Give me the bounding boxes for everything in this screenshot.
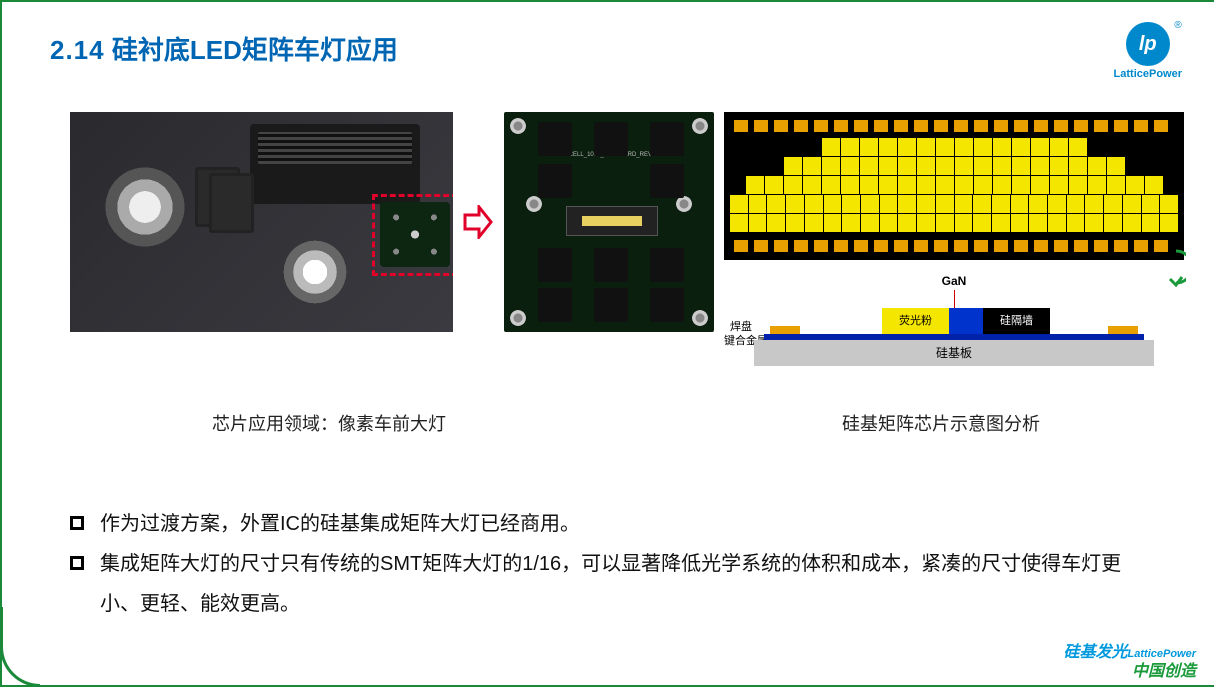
- list-item: 集成矩阵大灯的尺寸只有传统的SMT矩阵大灯的1/16，可以显著降低光学系统的体积…: [70, 544, 1154, 624]
- footer-cn: 硅基发光: [1064, 644, 1128, 661]
- caption-left: 芯片应用领域：像素车前大灯: [212, 410, 446, 436]
- solder-pad-shape: [1108, 326, 1138, 334]
- arrow-icon: [463, 112, 494, 332]
- list-item: 作为过渡方案，外置IC的硅基集成矩阵大灯已经商用。: [70, 504, 1154, 544]
- headlamp-exploded-photo: [70, 112, 453, 332]
- mounting-hole: [692, 118, 708, 134]
- highlight-dash-box: [372, 194, 453, 276]
- title-number: 2.14: [50, 35, 105, 65]
- matrix-pixel-grid: [730, 138, 1178, 232]
- ic-chip: [650, 164, 684, 198]
- ic-chip: [594, 288, 628, 322]
- lens-shape: [260, 232, 370, 312]
- matrix-top-pads: [730, 120, 1178, 132]
- bullet-text: 集成矩阵大灯的尺寸只有传统的SMT矩阵大灯的1/16，可以显著降低光学系统的体积…: [100, 544, 1154, 624]
- border-curve: [0, 607, 40, 687]
- diagram-column: GaN 焊盘 荧光粉 硅隔墙 键合金属 硅基板: [724, 112, 1184, 372]
- bullet-list: 作为过渡方案，外置IC的硅基集成矩阵大灯已经商用。 集成矩阵大灯的尺寸只有传统的…: [70, 504, 1154, 624]
- phosphor-layer: 荧光粉: [882, 308, 949, 334]
- bullet-square-icon: [70, 516, 84, 530]
- layer-stack: 荧光粉 硅隔墙: [882, 308, 1050, 334]
- cross-section-diagram: GaN 焊盘 荧光粉 硅隔墙 键合金属 硅基板: [724, 274, 1184, 372]
- company-logo: lp ® LatticePower: [1114, 22, 1182, 80]
- curved-arrow-icon: [1146, 247, 1186, 287]
- caption-right: 硅基矩阵芯片示意图分析: [842, 410, 1040, 436]
- logo-glyph: lp: [1139, 33, 1157, 56]
- led-matrix-connector: [566, 206, 658, 236]
- gan-label: GaN: [942, 274, 967, 288]
- title-text: 硅衬底LED矩阵车灯应用: [112, 35, 398, 65]
- slide-title: 2.14 硅衬底LED矩阵车灯应用: [50, 30, 398, 67]
- pixel-matrix-diagram: [724, 112, 1184, 260]
- footer-line2: 中国创造: [1064, 662, 1196, 681]
- ic-chip: [538, 164, 572, 198]
- bullet-square-icon: [70, 556, 84, 570]
- mounting-hole: [676, 196, 692, 212]
- solder-pad-shape: [770, 326, 800, 334]
- pcb-photo: PIXCELL_1000_STANDARD_REV0: [504, 112, 714, 332]
- image-row: PIXCELL_1000_STANDARD_REV0 GaN 焊盘: [70, 112, 1184, 372]
- footer-en: LatticePower: [1128, 648, 1196, 660]
- mounting-hole: [692, 310, 708, 326]
- mounting-hole: [510, 118, 526, 134]
- gan-pointer-line: [954, 290, 955, 308]
- logo-mark: lp ®: [1126, 22, 1170, 66]
- heatsink-shape: [250, 124, 420, 204]
- silicon-wall: 硅隔墙: [983, 308, 1050, 334]
- matrix-bottom-pads: [730, 240, 1178, 252]
- ic-chip: [650, 288, 684, 322]
- registered-icon: ®: [1174, 20, 1181, 31]
- mounting-hole: [526, 196, 542, 212]
- ic-chip: [650, 122, 684, 156]
- ic-chip: [594, 248, 628, 282]
- ic-chip: [594, 122, 628, 156]
- footer-brand: 硅基发光LatticePower 中国创造: [1064, 643, 1196, 681]
- ic-chip: [650, 248, 684, 282]
- bullet-text: 作为过渡方案，外置IC的硅基集成矩阵大灯已经商用。: [100, 504, 580, 544]
- logo-text: LatticePower: [1114, 68, 1182, 80]
- footer-line1: 硅基发光LatticePower: [1064, 643, 1196, 662]
- ic-chip: [538, 288, 572, 322]
- ic-chip: [538, 122, 572, 156]
- gan-layer: [949, 308, 983, 334]
- ic-chip: [538, 248, 572, 282]
- silicon-substrate: 硅基板: [754, 340, 1154, 366]
- lens-shape: [80, 162, 210, 252]
- mounting-hole: [510, 310, 526, 326]
